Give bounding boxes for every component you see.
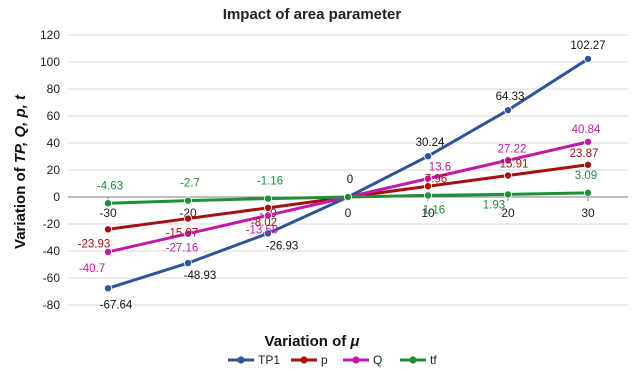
data-point-tf: [263, 194, 272, 203]
y-tick-label: 20: [47, 163, 61, 177]
chart-title: Impact of area parameter: [223, 6, 402, 23]
data-label-Q: 27.22: [498, 143, 527, 155]
legend-swatch-marker: [352, 356, 360, 364]
data-label-TP1: -48.93: [184, 270, 217, 282]
series-layer: [104, 54, 593, 293]
data-label-tf: 1.93: [483, 199, 505, 211]
data-point-TP1: [183, 259, 192, 268]
x-axis-title-prefix: Variation of: [265, 333, 351, 350]
data-point-TP1: [104, 284, 113, 293]
data-label-p: -23.93: [78, 238, 111, 250]
data-point-Q: [263, 211, 272, 220]
x-axis-title-symbol: μ: [349, 333, 359, 350]
data-point-Q: [584, 137, 593, 146]
y-tick-label: -60: [43, 271, 61, 285]
data-label-tf: 1.16: [423, 204, 445, 216]
y-axis-title-symbols: TP, Q, p, t: [12, 94, 29, 163]
data-point-TP1: [503, 106, 512, 115]
data-label-Q: -40.7: [79, 263, 105, 275]
legend-label: Q: [373, 353, 382, 367]
gridlines: [68, 34, 628, 306]
data-label-Q: -27.16: [166, 243, 199, 255]
data-point-p: [183, 214, 192, 223]
data-label-p: 7.96: [425, 173, 447, 185]
x-tick-label: 0: [345, 206, 352, 220]
y-tick-label: 80: [47, 82, 61, 96]
data-label-TP1: 64.33: [496, 91, 525, 103]
y-axis-ticks: -80 -60 -40 -20 0 20 40 60 80 100 120: [40, 28, 60, 312]
data-label-p: -15.97: [166, 228, 199, 240]
data-label-Q: -13.59: [246, 224, 279, 236]
data-point-TP1: [584, 54, 593, 63]
y-axis-title: Variation of TP, Q, p, t: [12, 94, 29, 249]
data-point-Q: [503, 156, 512, 165]
x-tick-label: 30: [581, 206, 595, 220]
y-tick-label: -40: [43, 244, 61, 258]
data-label-tf: -2.7: [180, 178, 200, 190]
data-point-tf: [343, 192, 352, 201]
y-tick-label: 100: [40, 55, 60, 69]
y-tick-label: 0: [53, 190, 60, 204]
data-point-Q: [423, 174, 432, 183]
data-point-tf: [183, 196, 192, 205]
data-point-p: [503, 171, 512, 180]
data-point-tf: [503, 190, 512, 199]
data-point-TP1: [423, 152, 432, 161]
y-tick-label: 120: [40, 28, 60, 42]
data-point-Q: [183, 229, 192, 238]
data-label-TP1: -26.93: [266, 240, 299, 252]
x-axis-title: Variation of μ: [265, 333, 360, 350]
y-tick-label: -80: [43, 298, 61, 312]
legend-swatch-marker: [237, 356, 245, 364]
y-tick-label: 40: [47, 136, 61, 150]
x-tick-label: 10: [421, 206, 435, 220]
y-tick-label: -20: [43, 217, 61, 231]
data-label-Q: 13.6: [429, 162, 451, 174]
data-point-p: [104, 225, 113, 234]
x-tick-label: 20: [501, 206, 515, 220]
data-point-p: [423, 182, 432, 191]
data-label-Q: 0: [347, 174, 353, 186]
data-label-Q: 40.84: [572, 124, 601, 136]
data-label-p: 15.91: [500, 159, 529, 171]
data-point-TP1: [263, 229, 272, 238]
data-label-p: 23.87: [570, 148, 599, 160]
x-tick-label: -30: [99, 206, 117, 220]
data-point-p: [584, 160, 593, 169]
y-tick-label: 60: [47, 109, 61, 123]
data-label-tf: -1.16: [257, 176, 283, 188]
data-labels: -67.64 -48.93 -26.93 30.24 64.33 102.27 -23.93…: [78, 40, 606, 311]
data-point-p: [263, 203, 272, 212]
legend-label: p: [321, 353, 328, 367]
data-label-tf: 3.09: [575, 170, 597, 182]
legend-label: tf: [430, 353, 437, 367]
legend-swatch-marker: [300, 356, 308, 364]
data-point-tf: [104, 199, 113, 208]
data-label-TP1: -67.64: [100, 299, 133, 311]
legend-swatch-marker: [409, 356, 417, 364]
legend-label: TP1: [258, 353, 280, 367]
data-label-tf: -4.63: [97, 180, 123, 192]
y-axis-title-prefix: Variation of: [12, 163, 29, 249]
data-label-TP1: 30.24: [416, 137, 445, 149]
data-point-tf: [423, 191, 432, 200]
data-label-p: -8.02: [251, 217, 277, 229]
data-point-tf: [584, 188, 593, 197]
data-point-Q: [104, 247, 113, 256]
data-label-TP1: 102.27: [570, 40, 605, 52]
